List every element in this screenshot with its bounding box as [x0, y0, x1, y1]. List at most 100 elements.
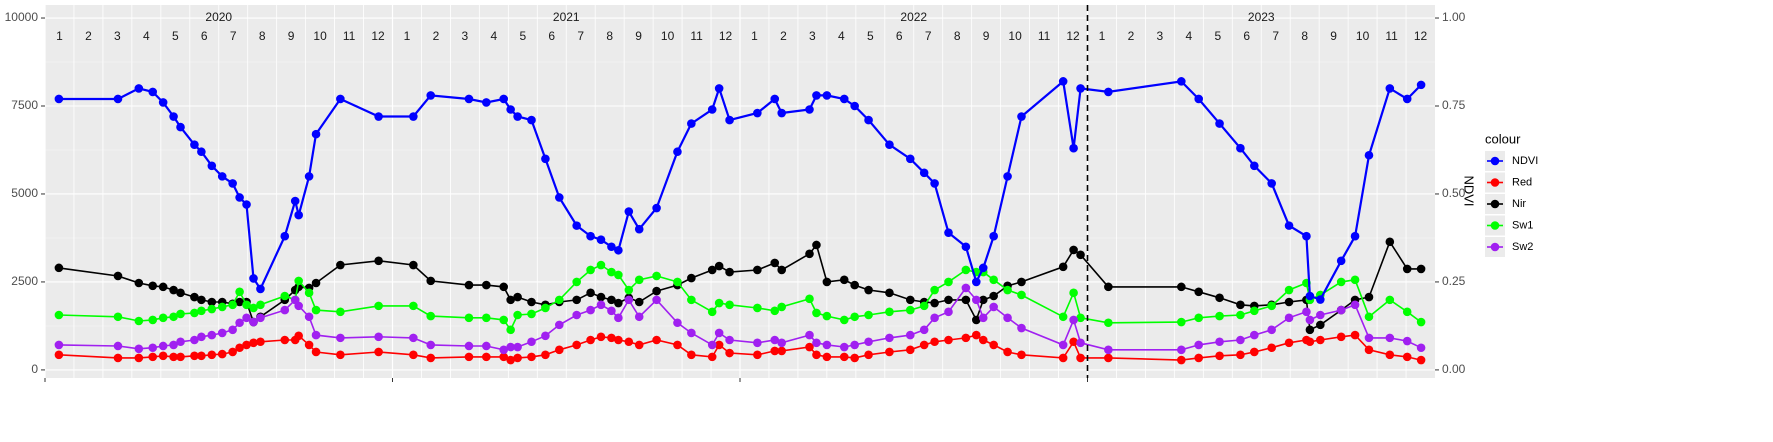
- data-point: [634, 224, 644, 234]
- data-point: [169, 312, 178, 322]
- data-point: [336, 260, 345, 270]
- data-point: [228, 300, 237, 310]
- data-point: [1058, 77, 1068, 86]
- data-point: [607, 295, 616, 305]
- data-point: [596, 235, 606, 245]
- data-point: [158, 313, 168, 323]
- data-point: [169, 352, 178, 362]
- data-point: [1076, 84, 1085, 93]
- data-point: [374, 347, 383, 357]
- data-point: [1385, 333, 1395, 343]
- data-point: [586, 265, 595, 275]
- data-point: [426, 340, 436, 350]
- data-point: [634, 297, 644, 307]
- data-point: [1416, 80, 1426, 90]
- data-point: [885, 333, 894, 343]
- data-point: [294, 301, 303, 311]
- data-point: [148, 281, 158, 291]
- data-point: [707, 307, 717, 317]
- series-0: [54, 77, 1426, 304]
- data-point: [850, 353, 859, 363]
- data-point: [850, 340, 859, 350]
- data-point: [714, 261, 724, 271]
- data-point: [1104, 353, 1113, 363]
- data-point: [972, 277, 981, 287]
- data-point: [634, 340, 644, 350]
- series-3: [54, 260, 1426, 335]
- data-point: [753, 303, 762, 313]
- data-point: [256, 300, 265, 310]
- data-point: [1336, 305, 1346, 315]
- month-label: 11: [690, 29, 703, 43]
- data-point: [148, 343, 158, 353]
- data-point: [207, 330, 217, 340]
- data-point: [770, 306, 780, 316]
- data-point: [249, 274, 258, 283]
- month-label: 5: [867, 29, 874, 43]
- data-point: [978, 335, 988, 345]
- data-point: [426, 91, 436, 100]
- data-point: [54, 263, 64, 273]
- data-point: [169, 285, 178, 295]
- data-point: [217, 302, 227, 312]
- data-point: [652, 295, 661, 305]
- data-point: [822, 340, 832, 350]
- data-point: [753, 350, 762, 360]
- data-point: [919, 325, 929, 335]
- y-tick-label: 2500: [11, 274, 38, 288]
- data-point: [1177, 317, 1186, 327]
- month-label: 10: [1356, 29, 1370, 43]
- data-point: [673, 147, 682, 157]
- data-point: [249, 338, 258, 348]
- month-label: 4: [143, 29, 150, 43]
- data-point: [242, 340, 251, 350]
- data-point: [235, 343, 244, 353]
- data-point: [197, 306, 206, 316]
- data-point: [1302, 307, 1311, 317]
- data-point: [113, 341, 123, 351]
- data-point: [714, 298, 724, 308]
- data-point: [541, 350, 550, 360]
- y-tick-label: 0: [31, 362, 38, 376]
- data-point: [249, 317, 258, 327]
- data-point: [864, 115, 873, 125]
- data-point: [652, 335, 661, 345]
- y2-tick-label: 0.50: [1442, 186, 1466, 200]
- data-point: [1177, 355, 1186, 365]
- data-point: [978, 313, 988, 323]
- data-point: [989, 231, 998, 241]
- data-point: [634, 275, 644, 285]
- data-point: [770, 94, 780, 104]
- data-point: [1017, 350, 1026, 360]
- data-point: [499, 345, 509, 355]
- data-point: [1250, 330, 1259, 340]
- data-point: [1284, 285, 1294, 295]
- data-point: [572, 221, 581, 230]
- data-point: [652, 271, 661, 281]
- data-point: [770, 258, 780, 268]
- data-point: [607, 267, 616, 277]
- legend-label: NDVI: [1512, 155, 1538, 167]
- data-point: [972, 295, 981, 305]
- data-point: [228, 325, 237, 335]
- data-point: [54, 340, 64, 350]
- data-point: [777, 265, 786, 275]
- data-point: [1416, 317, 1426, 327]
- data-point: [714, 84, 724, 93]
- data-point: [256, 284, 265, 294]
- data-point: [944, 307, 953, 317]
- data-point: [499, 315, 509, 325]
- data-point: [812, 240, 821, 250]
- data-point: [978, 263, 988, 273]
- data-point: [714, 340, 724, 350]
- grid: [44, 5, 1435, 378]
- data-point: [541, 154, 550, 164]
- data-point: [864, 337, 873, 347]
- data-point: [753, 108, 762, 118]
- data-point: [1069, 288, 1078, 298]
- month-label: 12: [1066, 29, 1080, 43]
- month-label: 8: [259, 29, 266, 43]
- year-label: 2022: [900, 10, 927, 24]
- month-label: 7: [1272, 29, 1279, 43]
- data-point: [812, 350, 821, 360]
